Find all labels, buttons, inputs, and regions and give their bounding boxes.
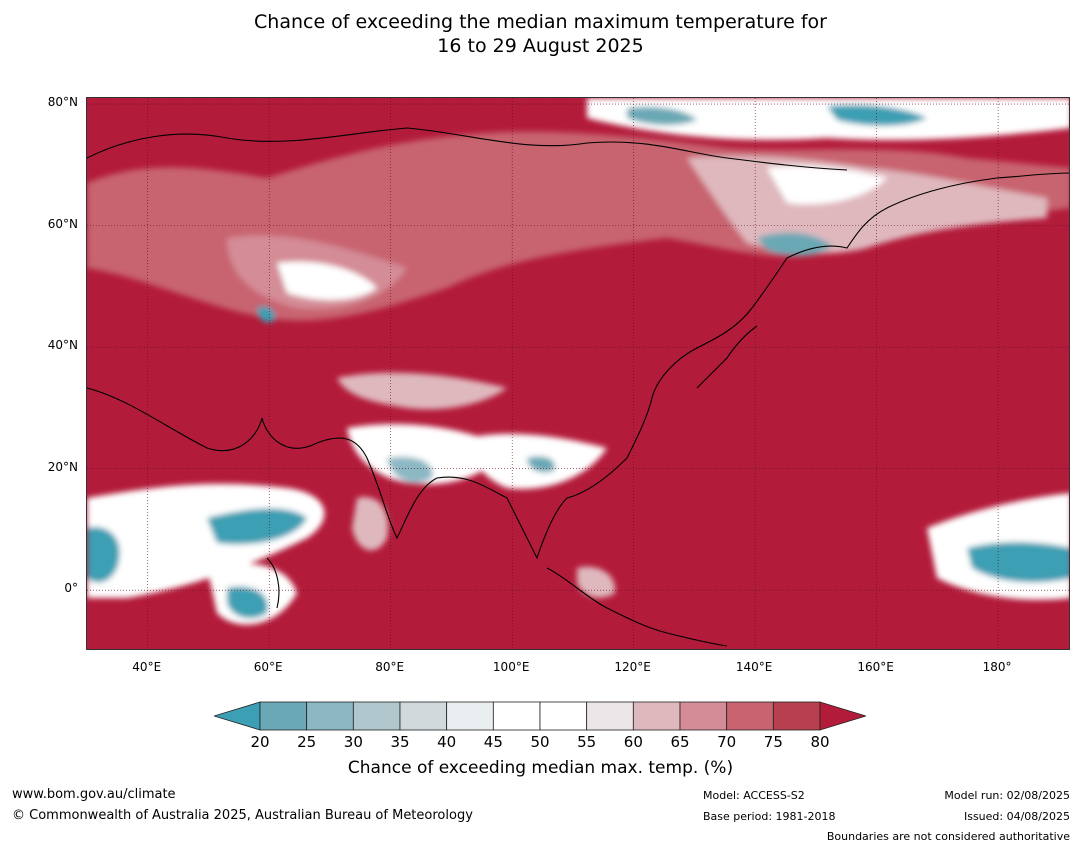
band-south-india <box>352 497 388 551</box>
lat-tick-40n: 40°N <box>47 338 78 353</box>
colorbar-segment <box>539 701 588 731</box>
lon-tick-180: 180° <box>982 660 1012 674</box>
title-line-2: 16 to 29 August 2025 <box>437 35 644 57</box>
lat-tick-60n: 60°N <box>47 216 78 231</box>
colorbar-segment <box>772 701 821 731</box>
colorbar-tick-45: 45 <box>483 733 503 751</box>
lat-tick-0: 0° <box>64 581 78 596</box>
lon-tick-40e: 40°E <box>132 660 162 674</box>
band-arctic-white <box>587 98 1069 140</box>
colorbar-tick-65: 65 <box>670 733 690 751</box>
graticule <box>87 98 1069 649</box>
map-canvas <box>87 98 1069 649</box>
model-name: Model: ACCESS-S2 <box>703 789 805 802</box>
lon-tick-100e: 100°E <box>492 660 530 674</box>
lon-tick-140e: 140°E <box>735 660 773 674</box>
colorbar-under-extension <box>214 701 261 731</box>
lon-tick-60e: 60°E <box>253 660 283 674</box>
colorbar-segment <box>586 701 634 731</box>
band-arctic-blue-2 <box>627 106 697 126</box>
colorbar-tick-55: 55 <box>577 733 597 751</box>
band-caspian-blue <box>257 306 276 323</box>
band-east-siberia-50 <box>767 166 887 205</box>
issued-date: Issued: 04/08/2025 <box>963 810 1070 823</box>
band-tibet <box>337 372 507 410</box>
colorbar-tick-80: 80 <box>810 733 830 751</box>
colorbar-segment <box>679 701 728 731</box>
colorbar-label: Chance of exceeding median max. temp. (%… <box>347 758 734 778</box>
band-pacific-blue <box>967 542 1069 583</box>
probability-map <box>86 97 1070 650</box>
band-borneo-light <box>577 566 616 598</box>
colorbar-tick-35: 35 <box>390 733 410 751</box>
probability-bands <box>87 98 1069 625</box>
colorbar-segment <box>306 701 354 731</box>
colorbar-segment <box>352 701 401 731</box>
band-indian-ocean-blue <box>227 586 268 619</box>
colorbar-tick-40: 40 <box>437 733 457 751</box>
band-kazakh-white <box>277 261 377 300</box>
lon-tick-80e: 80°E <box>375 660 405 674</box>
colorbar-tick-30: 30 <box>343 733 363 751</box>
colorbar-tick-20: 20 <box>250 733 270 751</box>
lat-tick-20n: 20°N <box>47 459 78 474</box>
website-link[interactable]: www.bom.gov.au/climate <box>12 787 176 802</box>
colorbar-tick-60: 60 <box>623 733 643 751</box>
copyright-text: © Commonwealth of Australia 2025, Austra… <box>12 808 473 823</box>
band-africa-blue <box>87 527 120 583</box>
colorbar-segment <box>492 701 541 731</box>
band-okhotsk-blue <box>757 232 832 256</box>
colorbar-over-extension <box>819 701 866 731</box>
base-period: Base period: 1981-2018 <box>703 810 836 823</box>
lon-tick-160e: 160°E <box>857 660 894 674</box>
colorbar-segment <box>632 701 681 731</box>
band-arctic-blue-1 <box>827 104 927 126</box>
band-india-white <box>347 424 507 485</box>
band-india-blue <box>387 456 433 483</box>
colorbar <box>214 701 866 731</box>
title-line-1: Chance of exceeding the median maximum t… <box>254 11 827 33</box>
boundary-disclaimer: Boundaries are not considered authoritat… <box>826 830 1070 843</box>
colorbar-segment <box>446 701 494 731</box>
map-title: Chance of exceeding the median maximum t… <box>0 10 1081 58</box>
colorbar-tick-50: 50 <box>530 733 550 751</box>
colorbar-segment <box>259 701 308 731</box>
colorbar-tick-75: 75 <box>763 733 783 751</box>
coastlines <box>87 127 1069 647</box>
band-indochina-blue <box>527 456 556 473</box>
colorbar-tick-25: 25 <box>297 733 317 751</box>
colorbar-segment <box>726 701 774 731</box>
colorbar-segment <box>399 701 448 731</box>
colorbar-tick-70: 70 <box>717 733 737 751</box>
lat-tick-80n: 80°N <box>47 95 78 110</box>
model-run-date: Model run: 02/08/2025 <box>944 789 1070 802</box>
band-arabian-sea-blue <box>207 508 307 545</box>
lon-tick-120e: 120°E <box>614 660 651 674</box>
